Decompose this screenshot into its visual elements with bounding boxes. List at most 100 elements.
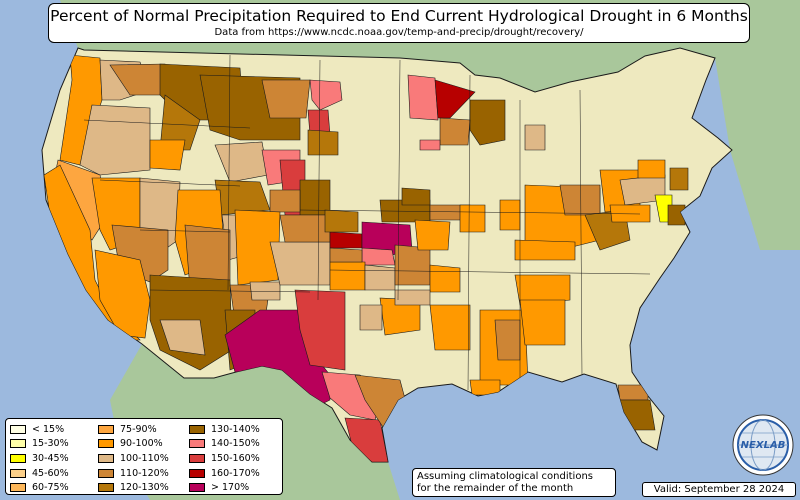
legend-label: 130-140% <box>211 423 260 435</box>
title-panel: Percent of Normal Precipitation Required… <box>48 3 750 43</box>
drought-region <box>401 187 431 206</box>
drought-region <box>361 247 396 266</box>
drought-region <box>79 104 151 176</box>
drought-region <box>469 99 506 146</box>
legend-swatch <box>10 439 26 449</box>
state-borders <box>83 54 651 391</box>
drought-region <box>614 399 656 431</box>
note-line-2: for the remainder of the month <box>417 483 574 494</box>
drought-region <box>494 319 521 361</box>
drought-region <box>429 264 461 293</box>
legend-item: 110-120% <box>98 466 169 481</box>
legend-item: < 15% <box>10 422 69 437</box>
drought-region <box>394 289 431 306</box>
drought-region <box>394 244 431 286</box>
legend-item: 60-75% <box>10 480 69 495</box>
drought-region <box>149 139 186 171</box>
drought-region <box>559 184 601 216</box>
map-subtitle: Data from https://www.ncdc.noaa.gov/temp… <box>214 27 584 38</box>
map-title: Percent of Normal Precipitation Required… <box>50 7 748 25</box>
drought-region <box>329 261 366 291</box>
legend-swatch <box>10 483 26 493</box>
drought-region <box>344 417 389 462</box>
drought-region <box>307 129 339 156</box>
drought-region <box>329 231 363 249</box>
drought-region <box>94 249 151 339</box>
drought-region <box>279 214 331 243</box>
legend-label: 15-30% <box>32 438 69 450</box>
drought-region <box>667 204 686 226</box>
drought-region <box>524 124 546 151</box>
legend-item: 130-140% <box>189 422 260 437</box>
legend-swatch <box>98 468 114 478</box>
drought-region <box>459 204 486 233</box>
legend-label: 45-60% <box>32 467 69 479</box>
legend-swatch <box>10 424 26 434</box>
legend-label: 140-150% <box>211 438 260 450</box>
drought-region <box>359 304 383 331</box>
legend-label: 160-170% <box>211 467 260 479</box>
drought-region <box>609 204 651 223</box>
legend-swatch <box>189 453 205 463</box>
legend-swatch <box>98 483 114 493</box>
drought-region <box>324 209 359 233</box>
legend-item: 100-110% <box>98 451 169 466</box>
drought-region <box>261 79 311 119</box>
assumption-note: Assuming climatological conditions for t… <box>412 468 616 497</box>
drought-region <box>364 264 396 291</box>
drought-region <box>669 167 689 191</box>
legend-item: 150-160% <box>189 451 260 466</box>
nexlab-globe-icon: NEXLAB <box>732 414 794 476</box>
drought-region <box>269 189 301 213</box>
legend-swatch <box>189 483 205 493</box>
legend-swatch <box>98 453 114 463</box>
legend-swatch <box>10 468 26 478</box>
drought-region <box>234 209 281 286</box>
drought-region <box>414 219 451 251</box>
legend-item: > 170% <box>189 480 260 495</box>
legend-label: 60-75% <box>32 482 69 494</box>
drought-region <box>329 247 363 263</box>
legend-item: 45-60% <box>10 466 69 481</box>
legend-swatch <box>189 424 205 434</box>
legend-item: 160-170% <box>189 466 260 481</box>
legend-swatch <box>98 439 114 449</box>
drought-region <box>407 74 439 121</box>
drought-region <box>309 79 343 111</box>
legend-swatch <box>189 439 205 449</box>
logo-text: NEXLAB <box>741 440 786 451</box>
drought-region <box>514 274 571 306</box>
legend-label: < 15% <box>32 423 65 435</box>
legend-label: > 170% <box>211 482 250 494</box>
drought-region <box>519 299 566 346</box>
legend-label: 120-130% <box>120 482 169 494</box>
legend-label: 110-120% <box>120 467 169 479</box>
drought-region <box>294 289 346 371</box>
legend-label: 30-45% <box>32 452 69 464</box>
legend-swatch <box>189 468 205 478</box>
drought-region <box>249 281 281 301</box>
drought-region <box>439 117 471 146</box>
legend-item: 140-150% <box>189 437 260 452</box>
legend-item: 15-30% <box>10 437 69 452</box>
drought-region <box>617 384 649 401</box>
valid-date: Valid: September 28 2024 <box>642 482 796 497</box>
drought-region <box>269 241 331 286</box>
legend: < 15% 15-30% 30-45% 45-60% 60-75% 75-90%… <box>5 418 283 495</box>
legend-item: 75-90% <box>98 422 169 437</box>
legend-column-2: 75-90% 90-100% 100-110% 110-120% 120-130… <box>98 422 169 495</box>
canada-land <box>0 0 800 250</box>
drought-region <box>419 139 441 151</box>
legend-label: 150-160% <box>211 452 260 464</box>
drought-region <box>637 159 666 179</box>
legend-item: 120-130% <box>98 480 169 495</box>
drought-region <box>499 199 521 231</box>
legend-item: 30-45% <box>10 451 69 466</box>
legend-item: 90-100% <box>98 437 169 452</box>
drought-region <box>514 239 576 261</box>
drought-region <box>159 319 206 356</box>
drought-region <box>434 79 476 119</box>
legend-swatch <box>98 424 114 434</box>
legend-swatch <box>10 453 26 463</box>
